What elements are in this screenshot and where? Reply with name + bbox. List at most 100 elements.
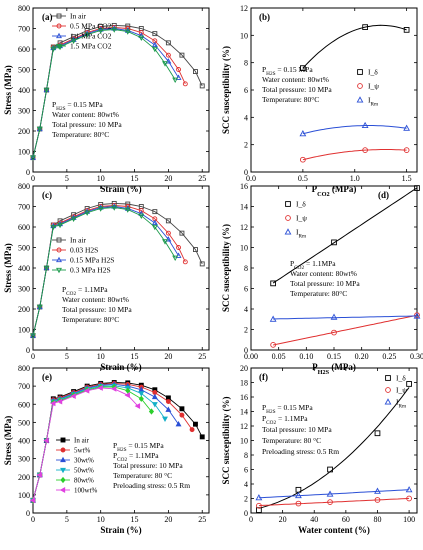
panel-label: (a) [42,12,53,22]
x-tick-label: 80 [373,515,381,524]
y-tick-label: 0 [244,168,248,177]
data-point [285,201,291,207]
x-tick-label: 100 [403,515,415,524]
data-point [414,185,420,191]
annotation: Temperature: 80 °C [262,436,321,445]
y-tick-label: 100 [18,491,30,500]
y-tick-label: 8 [244,451,248,460]
data-point [193,69,198,75]
x-tick-label: 0.30 [410,352,423,361]
data-point [138,391,145,397]
data-point [36,126,43,133]
data-point [125,387,131,394]
fit-line [258,489,410,499]
x-tick-label: 1.0 [350,174,360,183]
annotation: Temperature: 80°C [262,95,319,104]
data-point [165,236,172,242]
series-1 [256,495,412,509]
data-point [50,46,57,53]
y-tick-label: 200 [18,127,30,136]
data-point [59,487,66,493]
y-tick-label: 800 [18,4,30,13]
panel-label: (f) [259,372,268,382]
x-tick-label: 10 [97,515,105,524]
data-point [151,46,158,53]
data-point [331,329,337,336]
annotation: Total pressure: 10 MPa [113,461,183,470]
data-point [152,209,158,215]
data-point [56,247,62,253]
data-point [110,385,117,392]
y-tick-label: 6 [244,86,248,95]
data-point [175,252,182,258]
data-point [362,147,368,153]
data-point [361,121,369,129]
data-point [56,267,62,274]
data-point [179,52,185,58]
fit-line [273,315,417,320]
annotation: Water content: 80wt% [262,75,329,84]
y-tick-label: 12 [240,422,248,431]
data-point [300,156,306,163]
data-point [70,38,77,45]
data-point [357,69,363,75]
x-tick-label: 0 [31,515,35,524]
annotation: Temperature: 80°C [62,315,119,324]
data-point [193,247,198,253]
data-point [60,476,66,484]
x-tick-label: 60 [342,515,350,524]
legend-label: I_ψ [368,82,379,91]
data-point [362,24,368,30]
y-tick-label: 10 [240,31,248,40]
legend-label: In air [70,12,87,21]
data-point [295,500,302,507]
y-tick-label: 300 [18,455,30,464]
data-point [330,313,338,320]
annotation: Temperature: 80 °C [113,471,172,480]
series-2 [269,312,421,322]
data-point [60,437,66,443]
x-tick-label: 0 [249,515,253,524]
data-point [255,494,263,501]
chart-panel-c: 0 5 10 15 20 25 0 100 200 300 400 500 600 700 800 Strai… [3,182,210,372]
legend: I_δ I_ψ IRm [384,374,407,410]
annotation: Preloading stress: 0.5 Rm [262,447,339,456]
x-axis-label: Strain (%) [100,525,141,535]
y-tick-label: 300 [18,285,30,294]
panel-label: (d) [378,190,389,200]
x-axis-label: Strain (%) [100,362,141,372]
data-point [385,387,391,393]
y-axis-label: SCC susceptibility (%) [221,224,231,312]
x-tick-label: 15 [131,174,139,183]
data-point [405,486,413,493]
legend: I_δ I_ψ IRm [356,68,379,108]
chart-panel-b: 0.0 0.5 1.0 1.5 0 2 4 6 8 10 12 PCO2 (MPa) SCC susce… [221,4,418,198]
legend-label: 0.03 H2S [70,246,98,255]
y-tick-label: 700 [18,203,30,212]
x-axis-label: PCO2 (MPa) [312,184,357,198]
chart-panel-d: 0.00 0.05 0.10 0.15 0.20 0.25 0.30 0 2 4 6 8 10 12 14 1… [221,182,423,376]
y-axis-label: Stress (MPa) [3,416,13,466]
data-point [138,35,145,41]
panel-label: (c) [42,190,52,200]
panel-label: (e) [42,372,52,382]
y-tick-label: 600 [18,45,30,54]
y-tick-label: 800 [18,364,30,373]
annotation: Total pressure: 10 MPa [52,120,122,129]
y-tick-label: 0 [244,509,248,518]
annotation: Total pressure: 10 MPa [262,85,332,94]
annotation: Total pressure: 10 MPa [290,279,360,288]
legend-label: 1.5 MPa CO2 [70,42,112,51]
y-tick-label: 600 [18,400,30,409]
fit-line [272,187,418,284]
legend-label: 0.3 MPa H2S [70,266,111,275]
x-tick-label: 0.10 [299,352,313,361]
x-tick-label: 5 [65,515,69,524]
data-point [56,13,62,19]
data-point [162,416,168,422]
data-point [84,32,91,38]
y-tick-label: 100 [18,326,30,335]
